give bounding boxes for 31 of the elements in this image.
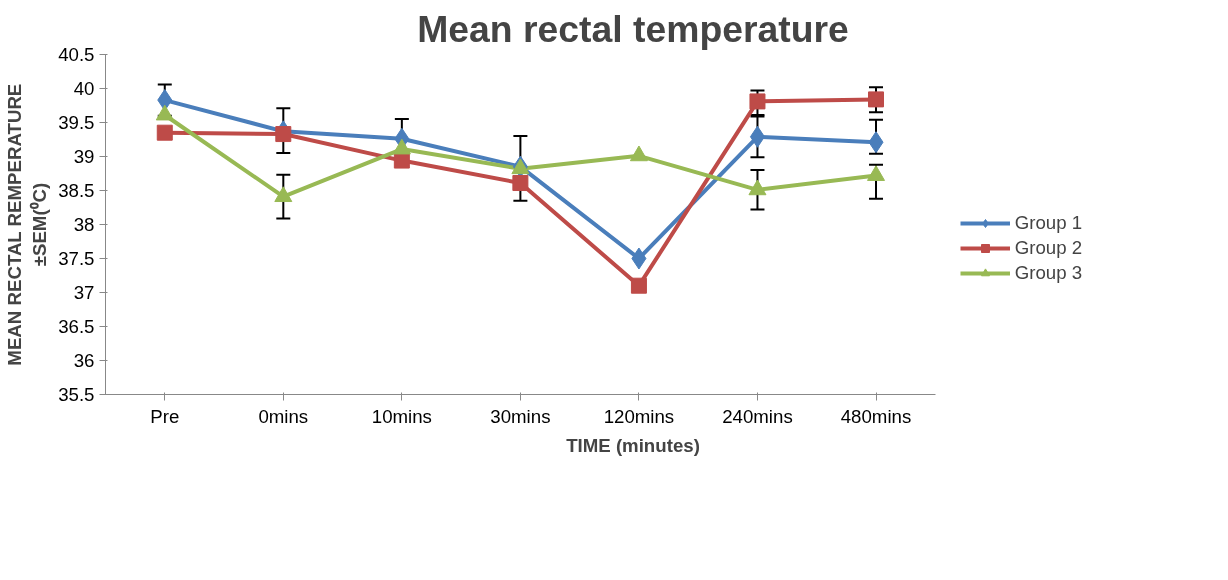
y-tick-label: 38 [73,214,95,235]
x-tick-label: 120mins [603,405,675,427]
legend-label: Group 3 [1014,262,1083,284]
y-tick-label: 35.5 [58,384,95,405]
point [275,126,292,143]
x-tick-label: 240mins [722,405,793,427]
chart-title: Mean rectal temperature [417,7,849,50]
y-tick-label: 37.5 [58,248,95,269]
y-axis-title: MEAN RECTAL REMPERATURE ±SEM(⁰C) [3,83,51,366]
x-tick-label: Pre [150,405,180,427]
y-tick-label: 36.5 [58,316,95,337]
y-tick-label: 36 [73,350,95,371]
y-tick-label: 37 [73,282,95,303]
legend-label: Group 1 [1014,212,1083,234]
point [156,124,173,141]
x-tick-label: 10mins [371,405,432,427]
x-tick-label: 0mins [258,405,309,427]
y-tick-label: 39.5 [58,112,95,133]
y-tick-label: 38.5 [58,180,95,201]
point [274,186,293,203]
point [749,93,766,110]
y-tick-label: 40.5 [58,44,95,65]
legend-label: Group 2 [1014,237,1083,259]
point [512,175,529,192]
point [630,277,647,294]
x-tick-label: 480mins [840,405,912,427]
point [868,91,885,108]
y-tick-label: 39 [73,146,95,167]
y-tick-label: 40 [73,78,95,99]
x-tick-label: 30mins [490,405,551,427]
x-axis-title: TIME (minutes) [566,434,700,456]
